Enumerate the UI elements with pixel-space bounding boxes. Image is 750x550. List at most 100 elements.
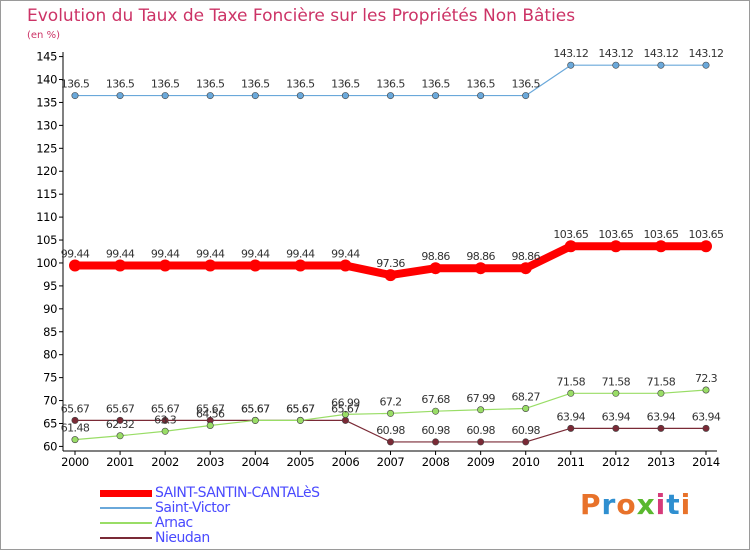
chart-title: Evolution du Taux de Taxe Foncière sur l… [27, 6, 576, 26]
data-point [341, 416, 349, 424]
data-label: 99.44 [196, 248, 225, 261]
x-tick-label: 2002 [151, 455, 179, 469]
logo-letter: x [636, 488, 656, 521]
y-tick-label: 135 [36, 95, 57, 109]
y-tick-label: 90 [43, 302, 57, 316]
data-point [432, 92, 440, 100]
logo-letter: t [666, 488, 681, 521]
data-point [567, 61, 575, 69]
legend-swatch [100, 507, 152, 509]
data-label: 65.67 [241, 402, 270, 415]
y-tick-label: 145 [36, 50, 57, 64]
data-point [429, 262, 442, 275]
data-point [114, 259, 127, 272]
y-tick-label: 125 [36, 141, 57, 155]
legend-swatch [100, 489, 152, 497]
legend-label: Arnac [155, 515, 193, 531]
data-label: 66.99 [331, 396, 360, 409]
data-point [71, 416, 79, 424]
data-label: 63.3 [154, 413, 177, 426]
x-tick-label: 2004 [241, 455, 269, 469]
y-tick-label: 85 [43, 325, 57, 339]
data-label: 136.5 [286, 78, 315, 91]
data-label: 68.27 [511, 390, 540, 403]
data-label: 99.44 [106, 248, 135, 261]
data-label: 60.98 [376, 424, 405, 437]
data-point [702, 61, 710, 69]
x-tick-label: 2000 [61, 455, 89, 469]
data-label: 136.5 [151, 78, 180, 91]
y-tick-label: 65 [43, 416, 57, 430]
y-tick-label: 80 [43, 348, 57, 362]
data-point [69, 259, 81, 272]
unit-label: (en %) [27, 30, 60, 41]
data-point [612, 424, 620, 432]
data-label: 65.67 [286, 402, 315, 415]
data-point [251, 416, 259, 424]
data-label: 63.94 [647, 410, 676, 423]
data-point [432, 407, 440, 415]
data-point [657, 61, 665, 69]
y-tick-label: 100 [36, 256, 57, 270]
data-point [564, 240, 577, 253]
data-label: 143.12 [689, 47, 724, 60]
x-tick-label: 2009 [467, 455, 495, 469]
data-label: 99.44 [241, 248, 270, 261]
data-point [522, 404, 530, 412]
data-label: 65.67 [196, 402, 225, 415]
data-label: 60.98 [466, 424, 495, 437]
data-label: 63.94 [692, 410, 721, 423]
data-label: 65.67 [151, 402, 180, 415]
data-label: 99.44 [286, 248, 315, 261]
data-label: 98.86 [421, 250, 450, 263]
data-label: 136.5 [421, 78, 450, 91]
data-label: 136.5 [376, 78, 405, 91]
y-tick-label: 110 [36, 210, 57, 224]
data-point [204, 259, 217, 272]
data-point [341, 92, 349, 100]
data-point [522, 438, 530, 446]
y-tick-label: 70 [43, 394, 57, 408]
proxiti-logo: Proxiti [580, 488, 691, 521]
logo-letter: P [580, 488, 602, 521]
data-label: 103.65 [553, 228, 588, 241]
x-tick-label: 2008 [422, 455, 450, 469]
data-point [432, 438, 440, 446]
data-point [251, 92, 259, 100]
data-point [339, 259, 352, 272]
legend-swatch [100, 522, 152, 524]
x-tick-label: 2011 [557, 455, 585, 469]
data-point [522, 92, 530, 100]
data-point [386, 438, 394, 446]
data-point [71, 92, 79, 100]
data-point [567, 424, 575, 432]
x-tick-label: 2013 [647, 455, 675, 469]
data-point [384, 269, 397, 282]
y-tick-label: 115 [36, 187, 57, 201]
data-point [477, 438, 485, 446]
data-point [386, 92, 394, 100]
y-tick-label: 120 [36, 164, 57, 178]
data-label: 65.67 [106, 402, 135, 415]
data-label: 63.94 [557, 410, 586, 423]
data-label: 65.67 [331, 402, 360, 415]
data-label: 143.12 [598, 47, 633, 60]
data-label: 99.44 [151, 248, 180, 261]
y-tick-label: 140 [36, 73, 57, 87]
x-tick-label: 2006 [332, 455, 360, 469]
data-point [296, 92, 304, 100]
x-tick-label: 2001 [106, 455, 134, 469]
data-label: 136.5 [331, 78, 360, 91]
data-point [116, 92, 124, 100]
data-point [519, 262, 532, 275]
data-point [159, 259, 172, 272]
logo-letter: r [601, 488, 617, 521]
data-label: 65.67 [241, 402, 270, 415]
x-tick-label: 2003 [196, 455, 224, 469]
data-label: 99.44 [331, 248, 360, 261]
x-tick-label: 2005 [287, 455, 315, 469]
data-label: 65.67 [61, 402, 90, 415]
data-point [700, 240, 712, 253]
data-point [702, 386, 710, 394]
data-point [654, 240, 667, 253]
